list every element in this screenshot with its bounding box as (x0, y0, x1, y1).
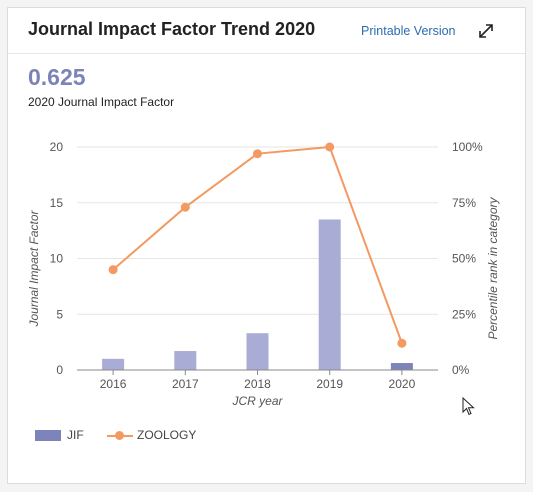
jif-value-label: 2020 Journal Impact Factor (28, 95, 175, 109)
mouse-pointer-icon (462, 397, 475, 416)
x-tick-label: 2017 (172, 377, 199, 391)
x-tick-label: 2018 (244, 377, 271, 391)
x-tick-label: 2016 (100, 377, 127, 391)
x-tick-label: 2020 (389, 377, 416, 391)
zoology-point[interactable] (180, 202, 190, 212)
x-axis-label: JCR year (231, 394, 283, 408)
expand-arrows-icon[interactable] (477, 22, 495, 40)
y-tick-label: 0 (56, 363, 63, 377)
card-title: Journal Impact Factor Trend 2020 (28, 19, 316, 39)
jif-bar[interactable] (102, 358, 125, 370)
y-tick-label: 20 (50, 140, 64, 154)
jif-bar[interactable] (318, 219, 341, 370)
legend-item-zoology[interactable]: ZOOLOGY (107, 428, 196, 442)
y2-tick-label: 75% (452, 196, 476, 210)
y2-tick-label: 25% (452, 307, 476, 321)
jif-value: 0.625 (28, 64, 86, 90)
legend-line-swatch (107, 430, 133, 441)
jif-trend-card: Journal Impact Factor Trend 2020 Printab… (7, 7, 526, 484)
jif-bar[interactable] (390, 363, 413, 370)
card-header: Journal Impact Factor Trend 2020 Printab… (8, 8, 525, 54)
y-tick-label: 10 (50, 252, 64, 266)
jif-bar[interactable] (174, 351, 197, 370)
legend-item-jif[interactable]: JIF (35, 428, 84, 442)
legend-label-jif: JIF (67, 428, 84, 442)
jif-bar[interactable] (246, 333, 269, 370)
legend-label-zoology: ZOOLOGY (137, 428, 197, 442)
y2-tick-label: 50% (452, 252, 476, 266)
zoology-point[interactable] (108, 265, 118, 275)
y2-axis-label: Percentile rank in category (486, 196, 500, 339)
y-tick-label: 15 (50, 196, 64, 210)
y-axis-label: Journal Impact Factor (27, 209, 41, 327)
zoology-point[interactable] (253, 149, 262, 159)
y2-tick-label: 100% (452, 140, 483, 154)
printable-version-link[interactable]: Printable Version (361, 24, 456, 38)
zoology-point[interactable] (325, 142, 335, 152)
zoology-point[interactable] (397, 338, 407, 348)
legend-bar-swatch (35, 430, 61, 442)
x-tick-label: 2019 (316, 377, 343, 391)
y-tick-label: 5 (56, 307, 63, 321)
y2-tick-label: 0% (452, 363, 470, 377)
